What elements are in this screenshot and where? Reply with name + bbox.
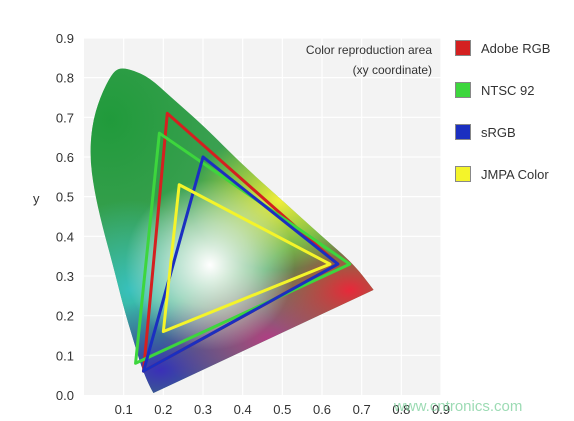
legend-label: Adobe RGB <box>481 40 551 56</box>
y-tick-label: 0.5 <box>56 190 74 205</box>
x-tick-label: 0.4 <box>234 402 252 417</box>
axes: 0.1 0.2 0.3 0.4 0.5 0.6 0.7 0.8 0.9 0.0 0.1 0.2 0.3 0… <box>56 31 450 417</box>
x-tick-label: 0.6 <box>313 402 331 417</box>
gamut-jmpa-color <box>161 183 332 334</box>
legend-label: NTSC 92 <box>481 82 535 98</box>
gamut-triangles <box>134 111 352 373</box>
y-tick-label: 0.9 <box>56 31 74 46</box>
y-axis-label: y <box>33 191 40 206</box>
legend-item: NTSC 92 <box>455 80 570 100</box>
y-tick-label: 0.1 <box>56 348 74 363</box>
chart-title: Color reproduction area <box>306 43 432 57</box>
legend-swatch <box>455 124 471 140</box>
legend-swatch <box>455 82 471 98</box>
x-tick-label: 0.9 <box>432 402 450 417</box>
gamut-srgb <box>142 155 340 373</box>
x-tick-label: 0.3 <box>194 402 212 417</box>
y-tick-label: 0.3 <box>56 269 74 284</box>
y-tick-label: 0.2 <box>56 309 74 324</box>
legend-swatch <box>455 166 471 182</box>
y-tick-label: 0.6 <box>56 150 74 165</box>
legend-item: JMPA Color <box>455 164 570 184</box>
y-tick-label: 0.8 <box>56 71 74 86</box>
x-tick-label: 0.2 <box>154 402 172 417</box>
y-tick-label: 0.0 <box>56 388 74 403</box>
x-tick-label: 0.1 <box>115 402 133 417</box>
watermark: www.cntronics.com <box>394 398 523 415</box>
y-tick-label: 0.7 <box>56 110 74 125</box>
y-tick-label: 0.4 <box>56 229 74 244</box>
x-tick-label: 0.8 <box>392 402 410 417</box>
legend-label: JMPA Color <box>481 166 549 182</box>
legend-item: Adobe RGB <box>455 38 570 58</box>
legend-label: sRGB <box>481 124 516 140</box>
legend-item: sRGB <box>455 122 570 142</box>
x-tick-label: 0.5 <box>273 402 291 417</box>
legend-swatch <box>455 40 471 56</box>
legend: Adobe RGB NTSC 92 sRGB JMPA Color <box>455 38 570 206</box>
x-tick-label: 0.7 <box>353 402 371 417</box>
chart-subtitle: (xy coordinate) <box>353 63 432 77</box>
locus-green-glow <box>90 68 220 240</box>
